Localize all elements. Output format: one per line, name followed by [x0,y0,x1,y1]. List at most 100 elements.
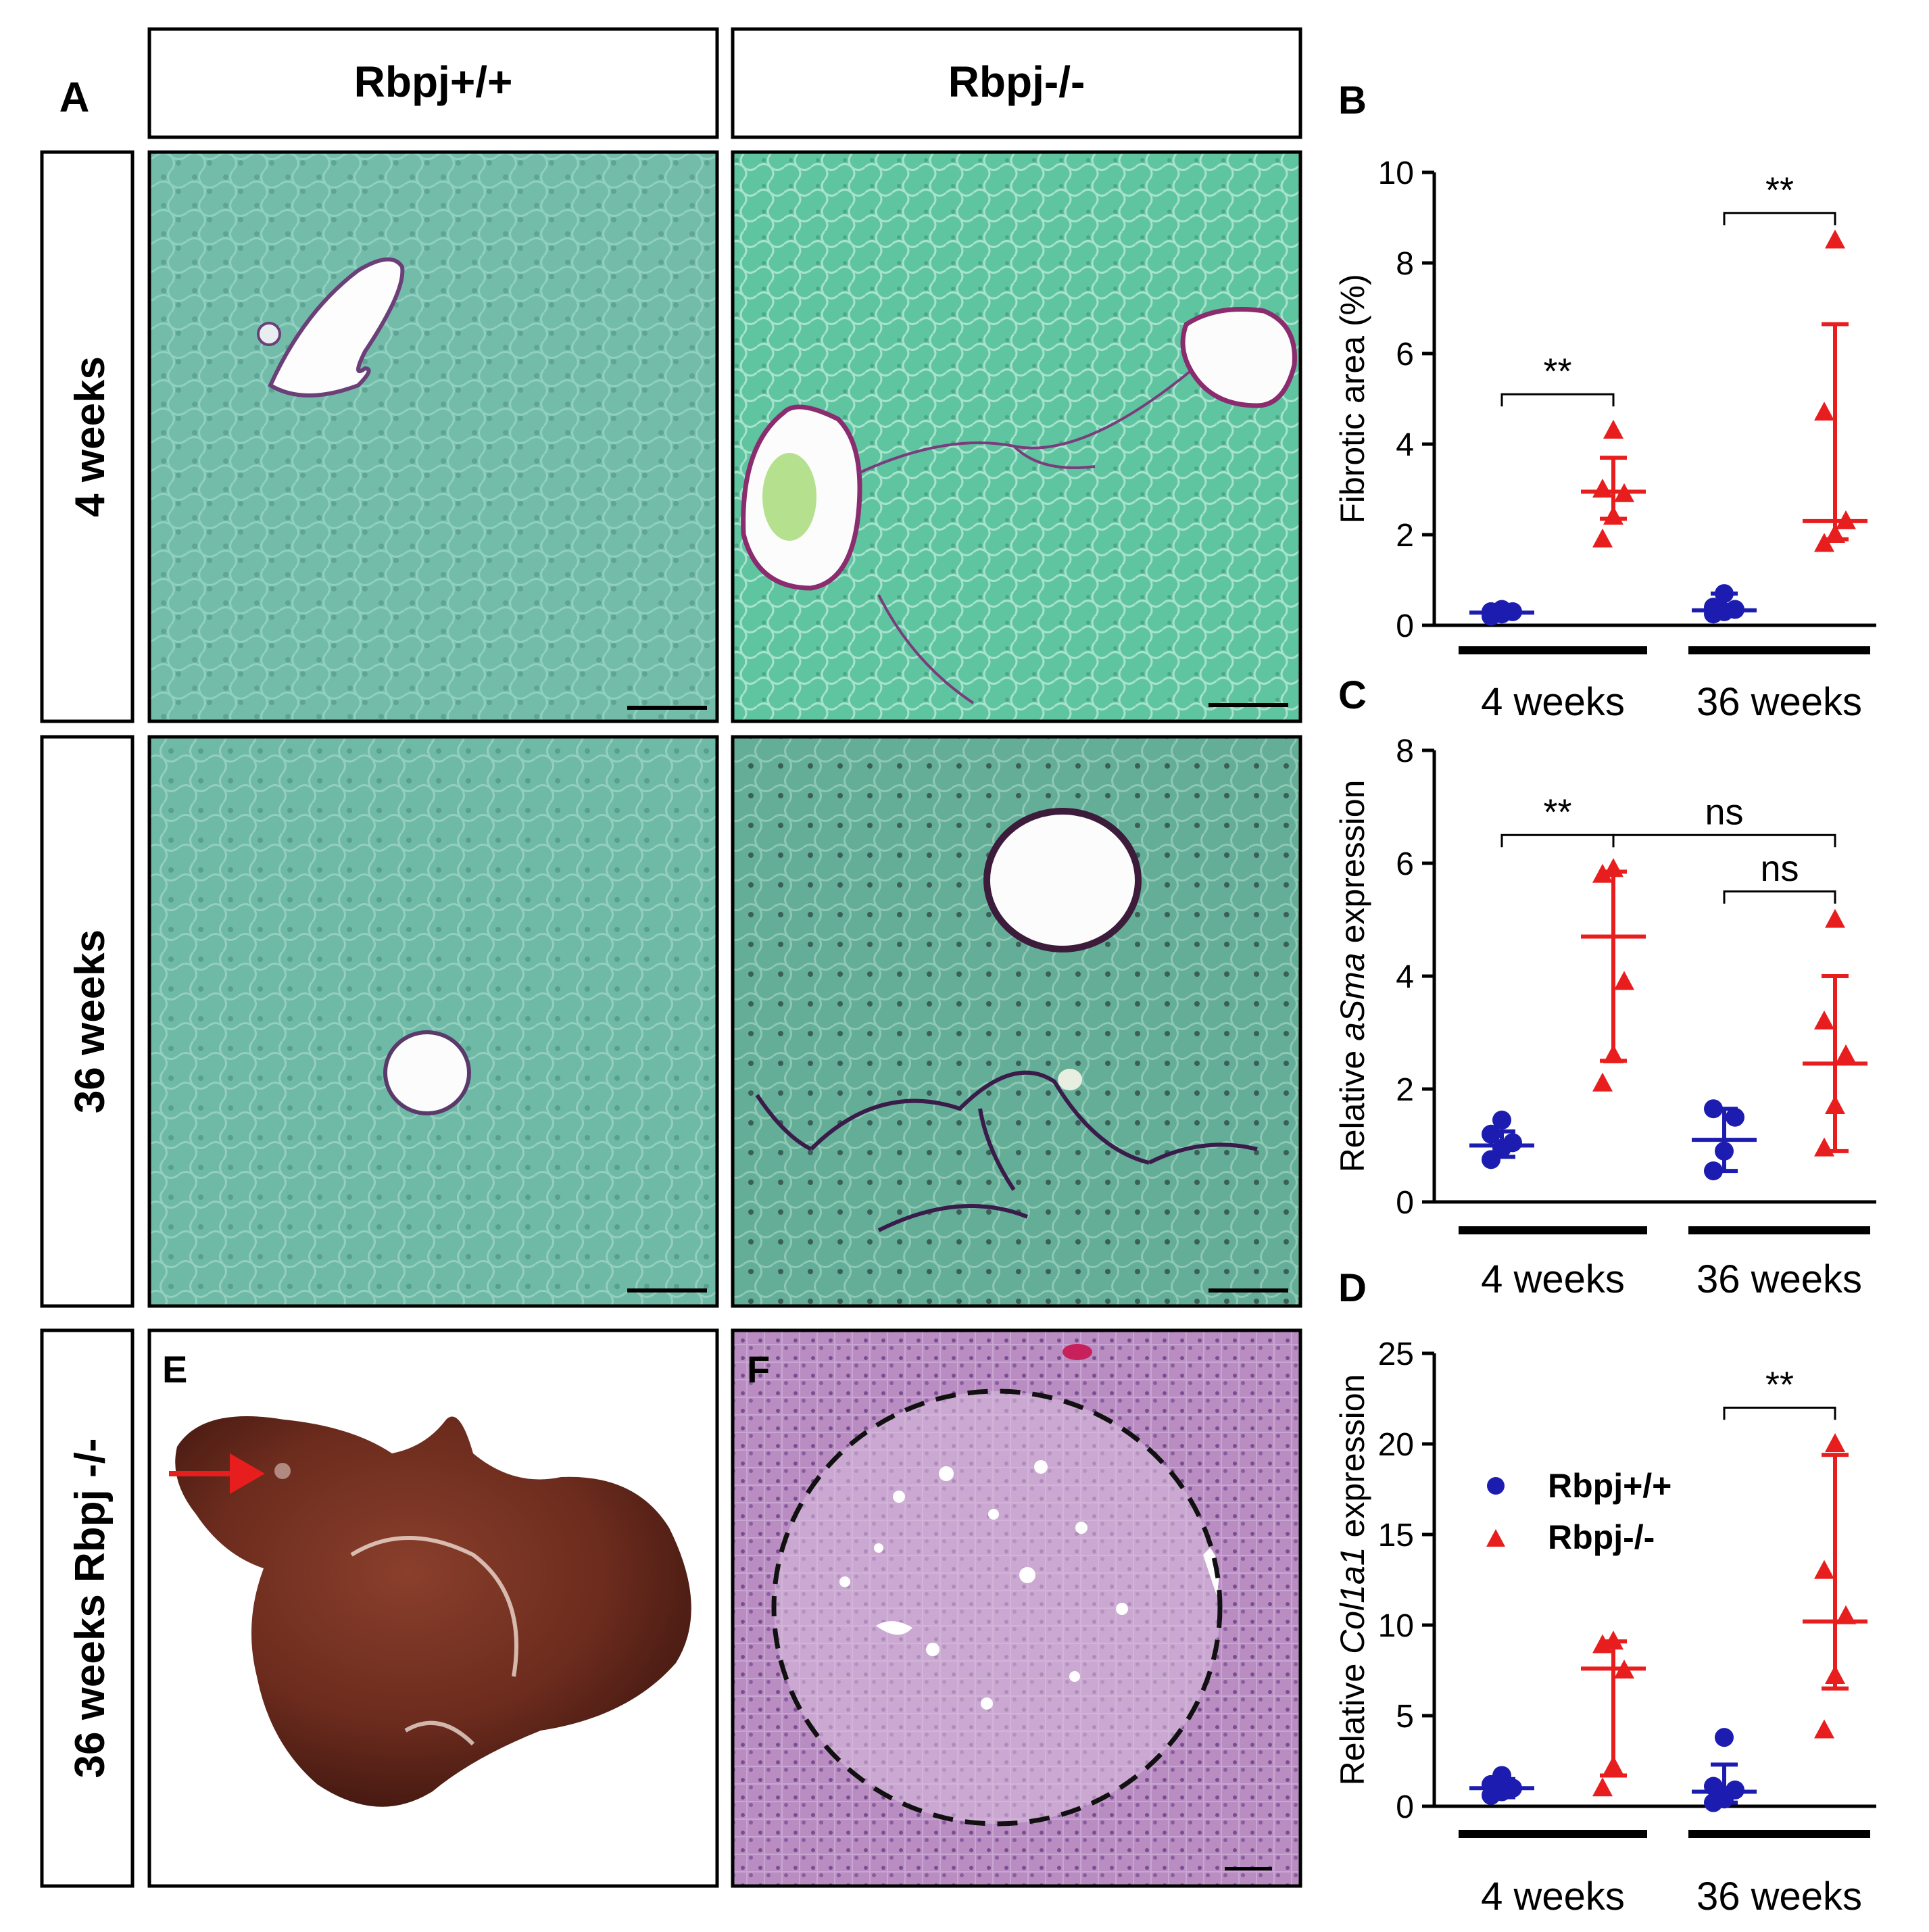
y-tick-label: 4 [1396,427,1414,463]
data-point-ko [1836,1605,1856,1624]
data-point-ko [1825,909,1845,928]
y-tick-label: 2 [1396,1072,1414,1108]
data-point-wt [1503,1779,1522,1798]
significance-label: ns [1760,848,1799,889]
data-point-wt [1715,1141,1734,1161]
y-tick-label: 0 [1396,608,1414,644]
significance-bracket [1500,834,1615,848]
panel-letter-e: E [162,1348,187,1391]
y-tick-label: 10 [1378,1608,1414,1644]
y-tick-label: 6 [1396,846,1414,882]
data-point-ko [1814,1719,1834,1739]
data-point-wt [1482,1124,1500,1144]
significance-label: ** [1765,1364,1794,1405]
y-tick-label: 8 [1396,733,1414,769]
group-label: 4 weeks [1481,680,1625,724]
data-point-wt [1715,1728,1734,1747]
data-point-ko [1603,1756,1623,1775]
panel-letter-d: D [1338,1266,1367,1310]
data-point-ko [1592,1777,1613,1797]
y-tick-label: 6 [1396,337,1414,372]
y-tick-label: 0 [1396,1185,1414,1221]
data-point-ko [1614,971,1634,990]
data-point-wt [1715,584,1734,604]
y-tick-label: 2 [1396,518,1414,554]
significance-bracket [1612,834,1836,848]
row-label-box-ko36 [40,1328,135,1888]
y-tick-label: 25 [1378,1336,1414,1372]
legend-label-wt: Rbpj+/+ [1548,1467,1671,1505]
y-tick-label: 0 [1396,1789,1414,1825]
data-point-wt [1492,600,1511,619]
data-point-wt [1726,1780,1744,1800]
data-point-ko [1592,479,1613,498]
significance-label: ** [1543,351,1571,391]
panel-letter-a: A [59,74,90,121]
y-tick-label: 10 [1378,155,1414,191]
data-point-ko [1603,419,1623,439]
group-label: 36 weeks [1696,680,1862,724]
y-tick-label: 20 [1378,1427,1414,1463]
y-tick-label: 4 [1396,959,1414,995]
scale-bar [1208,703,1288,707]
row-label-ko36: 36 weeks Rbpj -/- [67,1438,114,1778]
y-tick-label: 8 [1396,246,1414,282]
y-tick-label: 5 [1396,1699,1414,1735]
data-point-ko [1592,1072,1613,1092]
chart-b: 0 2 4 6 8 10 Fibrotic area (%) 4 weeks 36 weeks *… [1334,155,1876,724]
chart-c: 0 2 4 6 8 Relative aSma expression 4 weeks 36 w… [1334,733,1876,1301]
scale-bar [627,1288,707,1293]
data-point-wt [1726,1107,1744,1127]
data-point-ko [1603,506,1623,525]
data-point-wt [1492,1110,1511,1130]
significance-label: ns [1705,792,1743,832]
micrograph-4w-wt [147,150,719,723]
significance-bracket [1500,393,1615,407]
legend-label-ko: Rbpj-/- [1548,1518,1655,1556]
column-header-wt: Rbpj+/+ [354,57,513,106]
data-point-wt [1704,1777,1723,1796]
panel-letter-f: F [747,1348,770,1391]
data-point-ko [1603,858,1623,877]
data-point-ko [1814,1010,1834,1030]
data-point-ko [1814,1560,1834,1579]
data-point-ko [1614,483,1634,502]
significance-bracket [1723,1406,1836,1420]
data-point-ko [1614,1660,1634,1679]
legend: Rbpj+/+ Rbpj-/- [1486,1467,1671,1556]
significance-label: ** [1543,792,1571,832]
micrograph-36w-ko [731,735,1302,1308]
data-point-ko [1825,1433,1845,1452]
y-axis-label: Fibrotic area (%) [1334,274,1371,524]
significance-bracket [1723,890,1836,904]
data-point-wt [1726,600,1744,619]
data-point-ko [1836,1044,1856,1063]
data-point-ko [1814,533,1834,552]
lesion-outline [771,1388,1223,1827]
panel-letter-c: C [1338,673,1367,717]
data-point-ko [1592,863,1613,883]
significance-label: ** [1765,170,1794,210]
column-header-ko: Rbpj-/- [948,57,1085,106]
scale-bar [1208,1288,1288,1293]
he-micrograph: F [731,1328,1302,1888]
column-header-box-ko [731,27,1302,139]
data-point-wt [1704,1099,1723,1119]
scale-bar [1225,1867,1272,1870]
group-label: 36 weeks [1696,1875,1862,1918]
data-point-ko [1836,510,1856,529]
column-header-box-wt [147,27,719,139]
micrograph-4w-ko [731,150,1302,723]
significance-bracket [1723,212,1836,226]
arrowhead-icon [230,1453,265,1494]
y-axis-label: Relative aSma expression [1334,780,1371,1173]
liver-photo: E [147,1328,719,1888]
data-point-ko [1592,528,1613,548]
data-point-wt [1704,598,1723,617]
group-label: 36 weeks [1696,1257,1862,1301]
data-point-ko [1603,1631,1623,1650]
data-point-ko [1825,1665,1845,1685]
group-label: 4 weeks [1481,1257,1625,1301]
y-tick-label: 15 [1378,1518,1414,1553]
